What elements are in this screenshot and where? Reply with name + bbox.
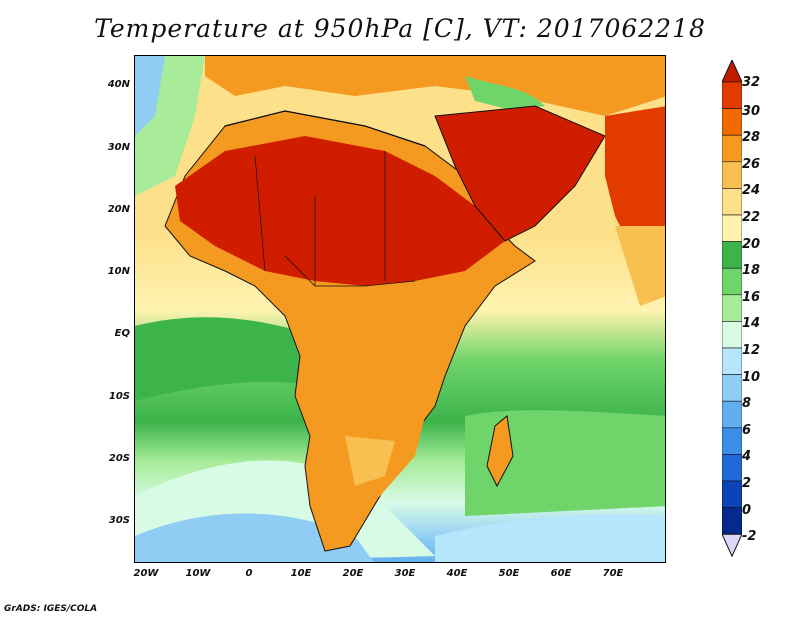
colorbar-label: 30 [742,104,761,119]
colorbar-segment [722,161,742,189]
colorbar-segment [722,427,742,455]
colorbar-segment [722,294,742,322]
credit-text: GrADS: IGES/COLA [4,604,98,614]
northern-region [205,56,665,116]
colorbar-bottom-arrow [722,533,742,558]
equatorial-atlantic-zone [135,317,320,401]
colorbar-segment [722,188,742,216]
colorbar-segment [722,454,742,482]
colorbar-label: 18 [742,263,761,278]
indian-ocean-green-zone [465,410,665,516]
colorbar-segment [722,108,742,136]
colorbar-label: 20 [742,237,761,252]
lat-label: 40N [107,79,130,90]
kalahari-region [345,436,395,486]
lon-label: 40E [446,568,468,579]
map-canvas [135,56,665,562]
colorbar-label: 6 [742,423,752,438]
colorbar-segment [722,321,742,349]
colorbar-label: 14 [742,316,761,331]
colorbar-segment [722,241,742,269]
colorbar-segment [722,507,742,535]
colorbar-label: 8 [742,396,752,411]
colorbar-top-arrow [722,60,742,83]
colorbar-label: 0 [742,503,752,518]
colorbar-segment [722,214,742,242]
map-title: Temperature at 950hPa [C], VT: 201706221… [94,14,706,43]
lon-label: 50E [498,568,520,579]
colorbar-label: -2 [742,529,757,544]
lon-label: 20W [133,568,159,579]
lon-label: 60E [550,568,572,579]
colorbar-label: 28 [742,130,761,145]
temperature-map [134,55,666,563]
colorbar-segment [722,267,742,296]
colorbar-label: 24 [742,183,761,198]
lat-label: 30S [108,515,130,526]
colorbar-segment [722,81,742,109]
colorbar-label: 26 [742,157,761,172]
south-atlantic-cold-zone [135,513,374,562]
colorbar-label: 16 [742,290,761,305]
lon-label: 0 [245,568,253,579]
colorbar-label: 10 [742,370,761,385]
colorbar-label: 4 [742,449,752,464]
sahara-hot-core [175,136,505,286]
colorbar-label: 32 [742,75,761,90]
colorbar-segment [722,374,742,402]
north-atlantic-cold-zone [135,56,165,136]
colorbar-label: 2 [742,476,752,491]
lat-label: 30N [107,142,130,153]
colorbar-label: 12 [742,343,761,358]
lat-label: 10N [107,266,130,277]
madagascar [486,415,514,488]
southern-indian-cold-zone [435,514,665,562]
colorbar-label: 22 [742,210,761,225]
lat-label: 20S [108,453,130,464]
lon-label: 70E [602,568,624,579]
eastern-med-green [465,76,545,111]
lon-label: 10E [290,568,312,579]
lat-label: 20N [107,204,130,215]
lat-label: 10S [108,391,130,402]
india-region [615,226,665,306]
lon-label: 20E [342,568,364,579]
arabian-peninsula [434,105,606,242]
colorbar [722,60,742,558]
lat-label: EQ [114,328,130,339]
colorbar-segment [722,400,742,429]
colorbar-segment [722,347,742,375]
lon-label: 30E [394,568,416,579]
mediterranean-coastline [224,110,426,147]
colorbar-segment [722,134,742,163]
colorbar-segment [722,480,742,508]
country-borders [254,151,416,287]
lon-label: 10W [185,568,211,579]
